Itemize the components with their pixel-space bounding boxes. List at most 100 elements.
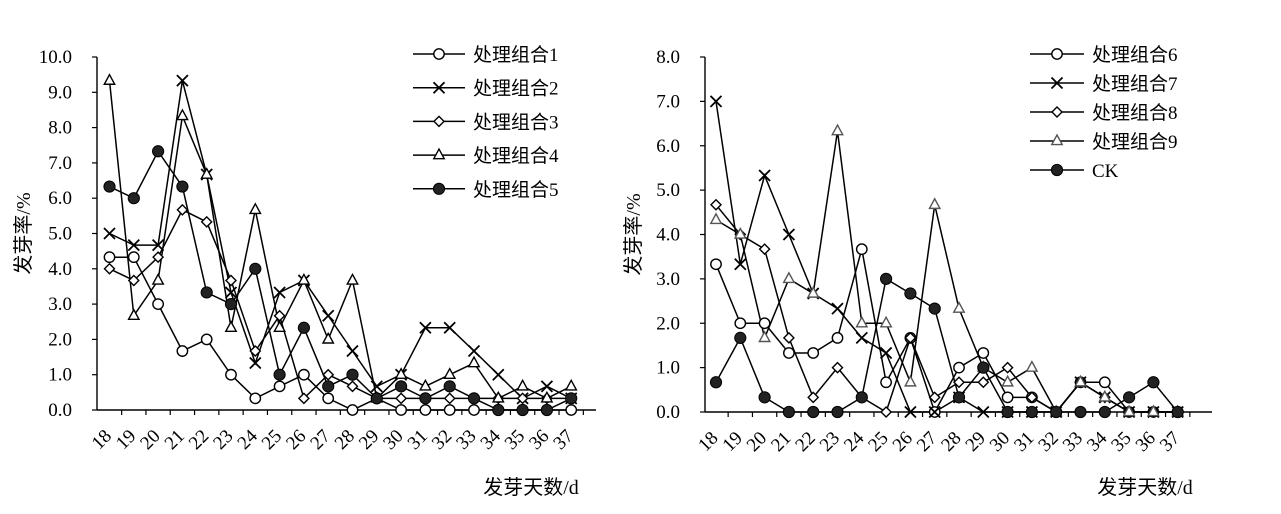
data-point: [904, 374, 917, 387]
data-point: [395, 392, 408, 405]
legend-label: 处理组合6: [1092, 44, 1178, 66]
data-point: [176, 74, 189, 87]
data-point: [176, 108, 189, 121]
data-point: [419, 378, 432, 391]
chart-left: 0.01.02.03.04.05.06.07.08.09.010.0181920…: [12, 44, 596, 499]
legend-label: 处理组合1: [473, 44, 559, 66]
series-处理组合6: [715, 248, 1178, 414]
data-point: [103, 251, 116, 264]
data-point: [1122, 404, 1136, 417]
data-point: [977, 405, 990, 419]
legend-label: CK: [1092, 161, 1119, 182]
markers-处理组合8: [710, 198, 1184, 418]
data-point: [492, 403, 505, 417]
data-point: [807, 391, 820, 404]
legend-label: 处理组合4: [473, 145, 559, 167]
legend-marker: [1051, 48, 1063, 60]
legend-label: 处理组合2: [473, 78, 559, 100]
y-axis-title: 发芽率/%: [12, 192, 35, 274]
y-tick-label: 4.0: [48, 259, 72, 280]
legend-item: 处理组合7: [1030, 73, 1178, 95]
data-point: [346, 404, 359, 416]
data-point: [395, 404, 407, 416]
y-tick-label: 10.0: [39, 47, 72, 68]
data-point: [564, 378, 578, 391]
data-point: [370, 392, 383, 405]
data-point: [127, 239, 140, 252]
data-point: [346, 380, 359, 393]
data-point: [492, 368, 505, 381]
y-tick-label: 4.0: [656, 225, 680, 246]
data-point: [419, 392, 432, 405]
markers-处理组合5: [103, 145, 578, 417]
data-point: [152, 251, 165, 264]
data-point: [807, 347, 820, 359]
data-point: [953, 376, 965, 389]
data-point: [782, 405, 796, 419]
y-tick-label: 0.0: [48, 400, 72, 421]
data-point: [928, 197, 942, 210]
data-point: [1001, 361, 1014, 374]
data-point: [782, 331, 795, 344]
data-point: [1147, 376, 1160, 389]
y-tick-label: 5.0: [656, 180, 680, 201]
data-point: [952, 391, 966, 404]
y-tick-label: 2.0: [656, 313, 680, 334]
legend-label: 处理组合5: [473, 179, 559, 201]
series-line: [715, 248, 1178, 414]
y-tick-label: 8.0: [656, 47, 680, 68]
legend-marker: [432, 182, 446, 195]
data-point: [879, 346, 893, 360]
data-point: [516, 392, 529, 405]
data-point: [734, 331, 747, 344]
series-ck: [715, 277, 1179, 413]
data-point: [322, 380, 335, 393]
data-point: [807, 405, 820, 419]
data-point: [419, 404, 432, 416]
legend-marker: [1050, 133, 1064, 146]
data-point: [831, 123, 844, 136]
data-point: [1147, 404, 1160, 417]
data-point: [152, 145, 165, 158]
legend-item: 处理组合9: [1030, 131, 1178, 153]
data-point: [928, 302, 941, 315]
data-point: [710, 258, 722, 271]
y-tick-label: 2.0: [48, 329, 72, 350]
data-point: [540, 380, 554, 393]
data-point: [709, 95, 723, 108]
data-point: [1098, 376, 1111, 389]
legend-item: 处理组合6: [1030, 44, 1178, 66]
data-point: [855, 331, 868, 345]
data-point: [516, 378, 529, 391]
data-point: [249, 345, 262, 358]
data-point: [200, 286, 213, 299]
data-point: [176, 345, 189, 357]
data-point: [273, 368, 286, 381]
data-point: [468, 404, 480, 416]
y-tick-label: 1.0: [656, 358, 680, 379]
data-point: [346, 344, 359, 358]
data-point: [249, 392, 262, 405]
data-point: [467, 344, 481, 358]
data-point: [709, 376, 723, 389]
data-point: [1098, 405, 1111, 419]
y-tick-label: 9.0: [48, 82, 72, 103]
data-point: [880, 272, 893, 285]
data-point: [1074, 374, 1087, 387]
data-point: [224, 320, 238, 333]
data-point: [855, 315, 869, 328]
legend-item: 处理组合1: [413, 44, 559, 66]
data-point: [1171, 405, 1184, 419]
data-point: [200, 215, 213, 228]
y-axis-title: 发芽率/%: [622, 193, 645, 275]
data-point: [783, 347, 795, 359]
data-point: [443, 404, 456, 416]
data-point: [733, 227, 747, 239]
legend-label: 处理组合9: [1092, 131, 1178, 153]
legend: 处理组合1 处理组合2 处理组合3 处理组合4 处理组合5: [413, 44, 559, 201]
data-point: [394, 367, 408, 379]
data-point: [322, 392, 335, 405]
y-tick-label: 0.0: [656, 402, 680, 423]
data-point: [1098, 389, 1112, 402]
